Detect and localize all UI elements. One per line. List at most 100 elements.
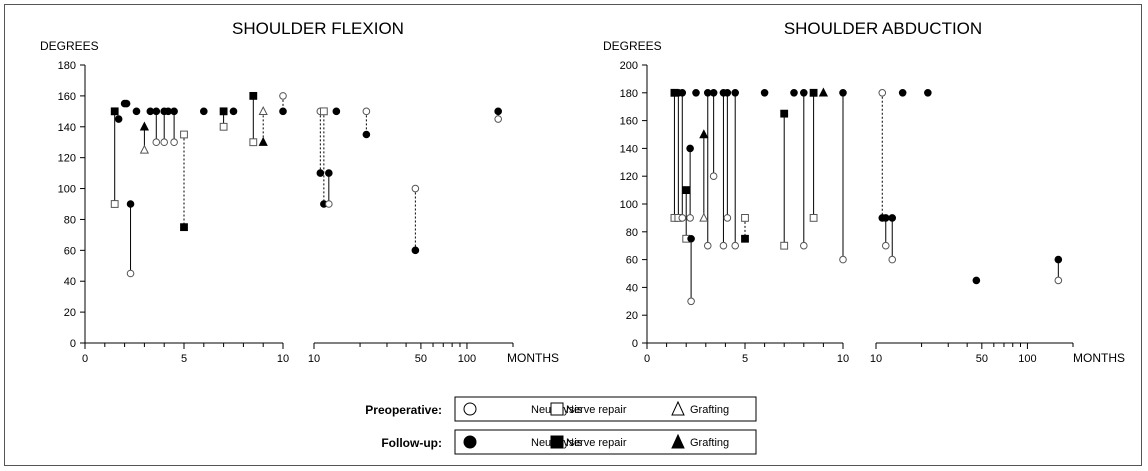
panel-1-preoperative-grafting-marker [139,144,150,154]
panel-1-y-tick-label: 80 [64,214,76,226]
panel-2-preoperative-neurolysis-marker [800,241,808,250]
panel-2-preoperative-neurolysis-marker [678,214,687,222]
panel-1-x-tick-label: 50 [415,353,427,365]
panel-2-preoperative-neurolysis-marker [723,214,732,222]
panel-1-x-tick-label: 10 [277,353,289,365]
panel-2-preoperative-nerve-repair-marker [780,241,789,250]
panel-1-preoperative-neurolysis-marker [411,184,420,193]
legend-follow-up-square-icon [550,435,564,449]
panel-1-follow-up-neurolysis-marker [170,107,178,116]
panel-2-x-tick-label: 10 [837,353,849,365]
panel-1-x-tick-label: 10 [308,353,320,365]
panel-1-preoperative-neurolysis-marker [160,138,168,147]
panel-2-y-tick-label: 0 [632,338,638,350]
panel-1-follow-up-neurolysis-marker [114,115,123,123]
panel-2-follow-up-grafting-marker [818,87,829,97]
legend-item-label: Grafting [690,404,729,416]
panel-2-y-tick-label: 200 [620,60,638,72]
panel-2-x-tick-label: 5 [742,353,748,365]
panel-2-preoperative-neurolysis-marker [731,241,740,250]
panel-1-follow-up-neurolysis-marker [229,107,238,116]
panel-1-follow-up-neurolysis-marker [200,107,208,116]
legend-row-label: Preoperative: [365,403,442,417]
panel-2-x-axis-label: MONTHS [1073,351,1125,365]
panel-2-follow-up-neurolysis-marker [972,276,981,285]
panel-1-preoperative-neurolysis-marker [152,138,161,147]
panel-1-preoperative-neurolysis-marker [325,200,333,208]
panel-1-follow-up-grafting-marker [258,136,268,146]
panel-1-preoperative-neurolysis-marker [494,115,502,123]
panel-2-preoperative-neurolysis-marker [687,297,695,306]
panel-1-follow-up-neurolysis-marker [411,246,420,255]
legend-preoperative-triangle-icon [671,400,685,416]
panel-2-follow-up-neurolysis-marker [709,89,718,97]
panel-2-preoperative-nerve-repair-marker [809,214,818,222]
panel-2-follow-up-neurolysis-marker [898,89,907,97]
panel-2-y-tick-label: 80 [626,227,638,239]
panel-2-x-tick-label: 10 [870,353,882,365]
panel-2-y-tick-label: 140 [620,143,638,155]
panel-2-follow-up-neurolysis-marker [888,214,897,222]
panel-2-y-tick-label: 120 [620,171,638,183]
panel-2-follow-up-neurolysis-marker [731,89,740,97]
panel-1-follow-up-nerve-repair-marker [249,91,258,100]
panel-2-x-tick-label: 0 [644,353,650,365]
panel-1-x-tick-label: 100 [458,353,476,365]
legend-box [454,396,757,422]
panel-1-follow-up-neurolysis-marker [316,169,325,177]
panel-2-follow-up-neurolysis-marker [686,144,694,153]
panel-2-follow-up-neurolysis-marker [800,89,808,97]
panel-1-y-axis-label: DEGREES [40,39,99,53]
panel-2-y-tick-label: 20 [626,310,638,322]
panel-2-preoperative-neurolysis-marker [686,214,694,222]
legend-box [454,429,757,455]
panel-2-preoperative-neurolysis-marker [888,255,897,264]
panel-1-preoperative-nerve-repair-marker [180,130,188,139]
panel-2-follow-up-nerve-repair-marker [780,109,789,118]
panel-1-follow-up-nerve-repair-marker [110,107,119,116]
panel-1-follow-up-neurolysis-marker [152,107,161,116]
panel-1-y-tick-label: 140 [58,122,76,134]
panel-1-follow-up-grafting-marker [139,121,150,131]
panel-2-preoperative-neurolysis-marker [878,89,887,97]
panel-2-preoperative-neurolysis-marker [709,172,718,180]
panel-1-chart-title: SHOULDER FLEXION [232,19,404,38]
panel-1-y-tick-label: 180 [58,60,76,72]
panel-2-preoperative-nerve-repair-marker [741,214,749,222]
panel-1-y-tick-label: 120 [58,153,76,165]
panel-2-preoperative-neurolysis-marker [1054,276,1063,285]
panel-1-follow-up-neurolysis-marker [279,107,287,116]
panel-1-x-axis-label: MONTHS [507,351,559,365]
panel-1-y-tick-label: 0 [70,338,76,350]
panel-1-follow-up-neurolysis-marker [494,107,502,116]
panel-1-y-tick-label: 40 [64,276,76,288]
panel-2-follow-up-neurolysis-marker [760,89,769,97]
panel-2-follow-up-neurolysis-marker [790,89,798,97]
panel-1-preoperative-neurolysis-marker [362,107,371,116]
legend-preoperative-square-icon [550,402,564,416]
legend-item-label: Nerve repair [566,404,627,416]
panel-2-x-tick-label: 100 [1018,353,1036,365]
panel-2-follow-up-nerve-repair-marker [809,88,818,97]
panel-2-preoperative-neurolysis-marker [839,255,847,264]
panel-1-y-tick-label: 20 [64,307,76,319]
panel-1-preoperative-neurolysis-marker [170,138,178,147]
panel-1-follow-up-neurolysis-marker [132,107,141,116]
legend-preoperative-circle-icon [463,402,477,416]
panel-2-follow-up-neurolysis-marker [1054,255,1063,264]
panel-2-follow-up-neurolysis-marker [924,89,932,97]
panel-2-y-tick-label: 160 [620,116,638,128]
panel-1-follow-up-nerve-repair-marker [219,107,228,116]
panel-2-follow-up-grafting-marker [699,129,709,139]
panel-2-follow-up-neurolysis-marker [839,89,847,97]
panel-2-y-axis-label: DEGREES [603,39,662,53]
panel-1-x-tick-label: 5 [181,353,187,365]
panel-2-follow-up-neurolysis-marker [687,234,695,243]
panel-2-follow-up-neurolysis-marker [881,214,890,222]
panel-2-x-tick-label: 50 [976,353,988,365]
panel-1-preoperative-neurolysis-marker [126,269,135,278]
panel-2-follow-up-neurolysis-marker [692,89,700,97]
panel-1-preoperative-nerve-repair-marker [249,138,258,147]
panel-2-follow-up-nerve-repair-marker [682,186,691,194]
